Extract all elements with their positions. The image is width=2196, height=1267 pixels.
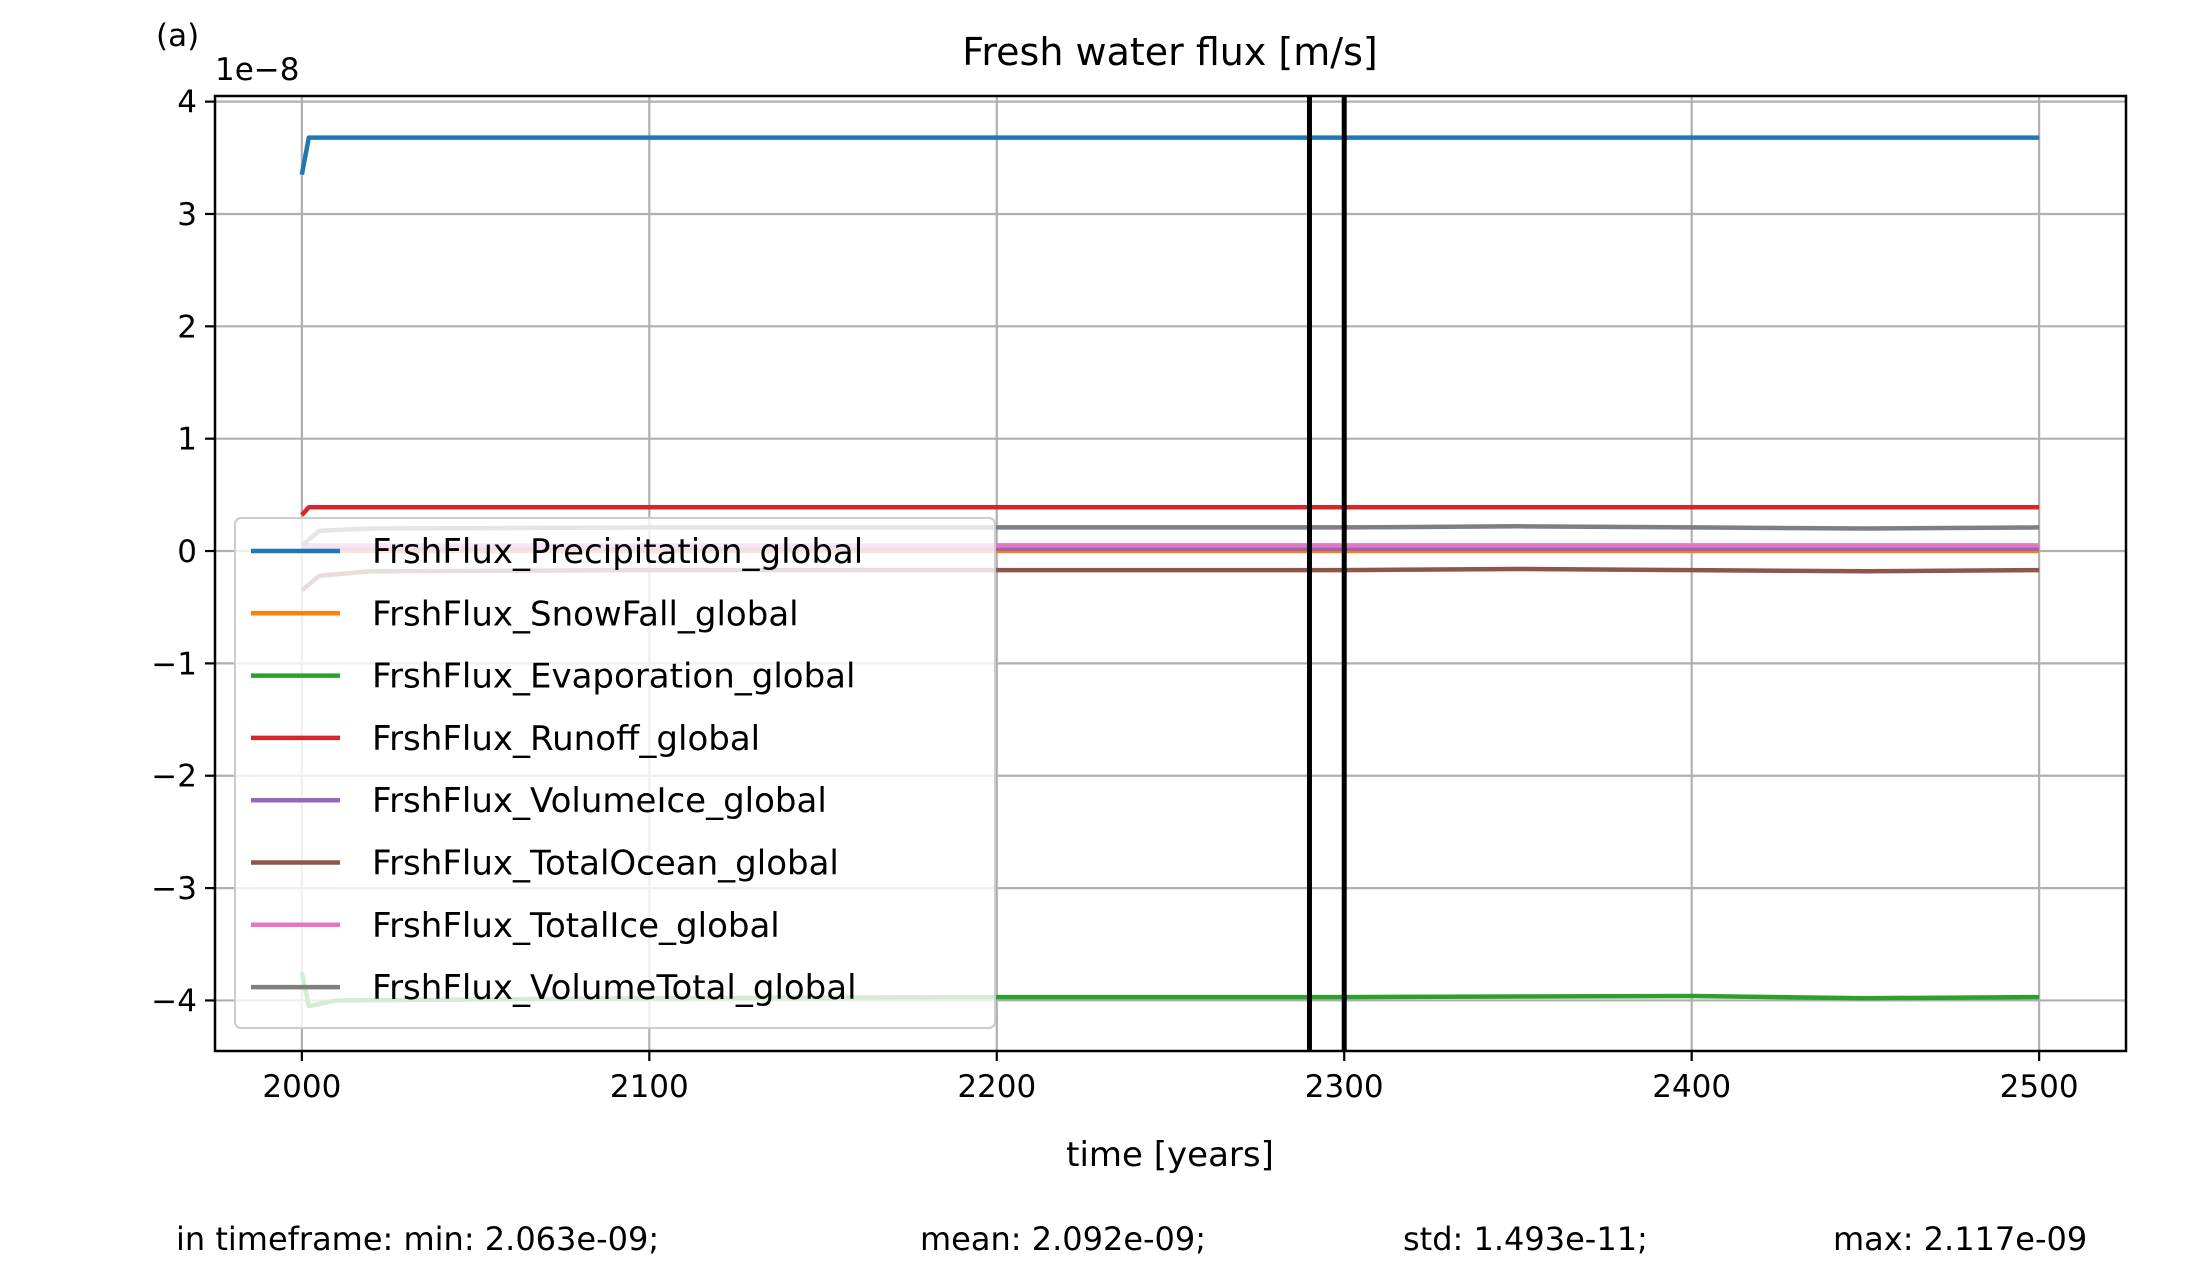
legend-label: FrshFlux_Evaporation_global (372, 657, 855, 697)
x-tick-label: 2200 (957, 1069, 1036, 1105)
x-tick-label: 2000 (262, 1069, 341, 1105)
x-tick-label: 2500 (2000, 1069, 2079, 1105)
legend-label: FrshFlux_VolumeTotal_global (372, 968, 857, 1008)
stat-mean: mean: 2.092e-09; (920, 1220, 1206, 1258)
legend: FrshFlux_Precipitation_global FrshFlux_Sn… (234, 517, 996, 1029)
legend-label: FrshFlux_Runoff_global (372, 719, 760, 759)
x-axis-label: time [years] (1066, 1135, 1274, 1175)
panel-label: (a) (156, 18, 199, 54)
stat-min: in timeframe: min: 2.063e-09; (176, 1220, 659, 1258)
legend-label: FrshFlux_Precipitation_global (372, 532, 863, 572)
y-tick-label: 3 (177, 197, 197, 233)
y-tick-label: 0 (177, 534, 197, 570)
y-tick-label: −1 (151, 646, 197, 682)
legend-label: FrshFlux_SnowFall_global (372, 594, 799, 634)
y-tick-label: 1 (177, 422, 197, 458)
y-tick-label: −2 (151, 759, 197, 795)
legend-label: FrshFlux_VolumeIce_global (372, 781, 827, 821)
axes-frame (213, 94, 2128, 1053)
series-line-FrshFlux_Runoff_global (300, 504, 2040, 517)
stat-max: max: 2.117e-09 (1833, 1220, 2087, 1258)
legend-box (234, 517, 996, 1029)
x-tick-label: 2100 (610, 1069, 689, 1105)
y-tick-label: −3 (151, 871, 197, 907)
x-tick-label: 2300 (1305, 1069, 1384, 1105)
stat-std: std: 1.493e-11; (1403, 1220, 1648, 1258)
legend-label: FrshFlux_TotalOcean_global (372, 844, 839, 884)
y-tick-label: 4 (177, 85, 197, 121)
series-line-FrshFlux_Precipitation_global (299, 135, 2040, 176)
y-tick-label: 2 (177, 309, 197, 345)
y-scale-label: 1e−8 (215, 52, 300, 88)
legend-label: FrshFlux_TotalIce_global (372, 906, 780, 946)
x-tick-label: 2400 (1652, 1069, 1731, 1105)
y-tick-label: −4 (151, 983, 197, 1019)
chart-title: Fresh water flux [m/s] (962, 30, 1377, 74)
